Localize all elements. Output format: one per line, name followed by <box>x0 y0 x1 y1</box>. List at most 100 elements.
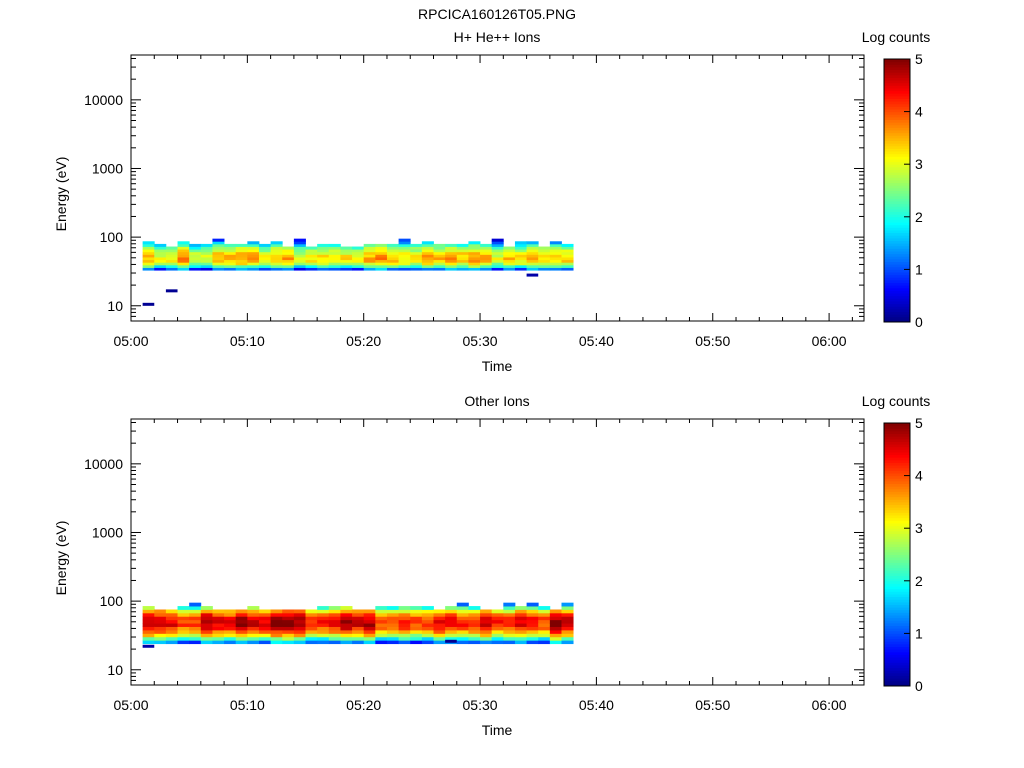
heatmap-cell <box>177 243 190 247</box>
heatmap-cell <box>386 246 399 250</box>
heatmap-cell <box>561 612 574 617</box>
heatmap-cell <box>177 612 190 617</box>
heatmap-cell <box>363 623 376 627</box>
colorbar-segment <box>884 678 910 682</box>
heatmap-cell <box>189 640 202 645</box>
heatmap-cell <box>468 259 481 263</box>
heatmap-cell <box>212 259 225 263</box>
heatmap-cell <box>235 616 248 621</box>
heatmap-cell <box>561 254 574 258</box>
heatmap-cell <box>224 246 237 250</box>
heatmap-cell <box>421 249 434 253</box>
colorbar-segment <box>884 459 910 463</box>
heatmap-cell <box>491 616 504 621</box>
heatmap-cell <box>480 262 493 266</box>
colorbar-segment <box>884 522 910 527</box>
x-tick-label: 05:20 <box>346 333 381 349</box>
heatmap-cell <box>386 243 399 247</box>
heatmap-cell <box>305 636 318 641</box>
colorbar-tick-label: 2 <box>915 209 923 225</box>
heatmap-cell <box>468 246 481 250</box>
heatmap-cell <box>328 633 341 638</box>
heatmap-cell <box>503 640 516 645</box>
heatmap-cell <box>538 626 551 631</box>
heatmap-cell <box>375 243 388 247</box>
colorbar-tick-label: 0 <box>915 314 923 330</box>
heatmap-cell <box>433 619 446 624</box>
heatmap-cell <box>247 630 260 634</box>
heatmap-cell <box>410 251 423 255</box>
heatmap-cell <box>328 246 341 250</box>
heatmap-cell <box>154 257 167 261</box>
heatmap-cell <box>200 630 213 634</box>
colorbar-segment <box>884 300 910 305</box>
colorbar-segment <box>884 536 910 540</box>
heatmap-cell <box>154 626 167 631</box>
colorbar-segment <box>884 533 910 537</box>
colorbar-segment <box>884 501 910 506</box>
panel-2-ylabel: Energy (eV) <box>53 521 69 596</box>
heatmap-cell <box>165 609 178 614</box>
heatmap-cell <box>154 612 167 617</box>
heatmap-cell <box>247 257 260 261</box>
heatmap-cell <box>282 616 295 621</box>
colorbar-tick-label: 5 <box>915 51 923 67</box>
heatmap-cell <box>189 243 202 247</box>
heatmap-cell <box>363 254 376 258</box>
figure-title: RPCICA160126T05.PNG <box>418 6 576 22</box>
heatmap-cell <box>468 262 481 266</box>
heatmap-cell <box>293 259 306 263</box>
heatmap-cell <box>305 612 318 617</box>
heatmap-cell <box>247 619 260 624</box>
colorbar-segment <box>884 538 910 542</box>
heatmap-cell <box>468 241 481 245</box>
heatmap-cell <box>468 630 481 634</box>
heatmap-cell <box>503 262 516 266</box>
heatmap-cell <box>375 254 388 258</box>
heatmap-cell <box>526 602 539 607</box>
heatmap-cell <box>503 602 516 607</box>
colorbar-segment <box>884 470 910 474</box>
heatmap-cell <box>177 241 190 245</box>
panel-1-heatmap <box>142 238 574 306</box>
heatmap-cell <box>410 606 423 610</box>
heatmap-cell <box>363 257 376 261</box>
heatmap-cell <box>177 626 190 631</box>
heatmap-cell <box>433 640 446 645</box>
heatmap-cell <box>282 249 295 253</box>
colorbar-segment <box>884 137 910 142</box>
heatmap-cell <box>456 612 469 617</box>
heatmap-cell <box>398 640 411 645</box>
heatmap-cell <box>398 609 411 614</box>
heatmap-cell <box>363 630 376 634</box>
heatmap-cell <box>410 259 423 263</box>
heatmap-cell <box>293 243 306 247</box>
colorbar-segment <box>884 114 910 118</box>
heatmap-cell <box>142 264 155 268</box>
heatmap-cell <box>363 619 376 624</box>
heatmap-cell <box>340 623 353 627</box>
heatmap-cell <box>247 259 260 263</box>
heatmap-cell <box>398 241 411 245</box>
heatmap-cell <box>154 267 167 271</box>
heatmap-cell <box>212 267 225 271</box>
heatmap-cell <box>480 636 493 641</box>
heatmap-cell <box>154 259 167 263</box>
heatmap-cell <box>421 609 434 614</box>
heatmap-cell <box>293 633 306 638</box>
heatmap-cell <box>212 623 225 627</box>
heatmap-cell <box>189 249 202 253</box>
colorbar-segment <box>884 222 910 226</box>
heatmap-cell <box>212 249 225 253</box>
heatmap-cell <box>352 616 365 621</box>
heatmap-cell <box>352 246 365 250</box>
colorbar-segment <box>884 187 910 191</box>
colorbar-segment <box>884 264 910 268</box>
heatmap-cell <box>514 254 527 258</box>
heatmap-cell <box>491 636 504 641</box>
heatmap-cell <box>561 616 574 621</box>
heatmap-cell <box>398 606 411 610</box>
heatmap-cell <box>270 257 283 261</box>
heatmap-cell <box>317 606 330 610</box>
colorbar-segment <box>884 525 910 529</box>
